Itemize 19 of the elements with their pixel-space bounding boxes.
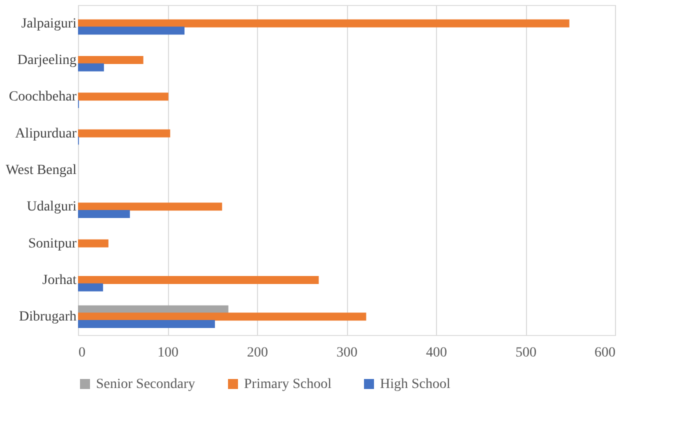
y-tick-label: Coochbehar: [8, 90, 77, 105]
y-tick-label: Alipurduar: [15, 126, 77, 142]
x-tick-label: 600: [594, 346, 616, 360]
y-tick-label: Dibrugarh: [18, 310, 76, 325]
x-tick-label: 0: [78, 346, 86, 360]
y-tick-label: Jalpaiguri: [21, 16, 77, 32]
x-tick-label: 300: [336, 346, 358, 360]
x-tick-label: 500: [516, 346, 536, 360]
y-tick-label: West Bengal: [6, 163, 77, 178]
legend-label: High School: [380, 377, 450, 392]
legend-label: Primary School: [244, 377, 332, 392]
legend-label: Senior Secondary: [96, 377, 196, 392]
y-tick-label: Udalguri: [26, 200, 77, 215]
y-tick-label: Jorhat: [42, 273, 77, 288]
y-tick-label: Darjeeling: [17, 53, 76, 68]
x-tick-label: 400: [426, 346, 447, 360]
x-tick-label: 200: [247, 346, 268, 360]
x-tick-label: 100: [158, 346, 178, 360]
y-tick-label: Sonitpur: [28, 236, 77, 252]
